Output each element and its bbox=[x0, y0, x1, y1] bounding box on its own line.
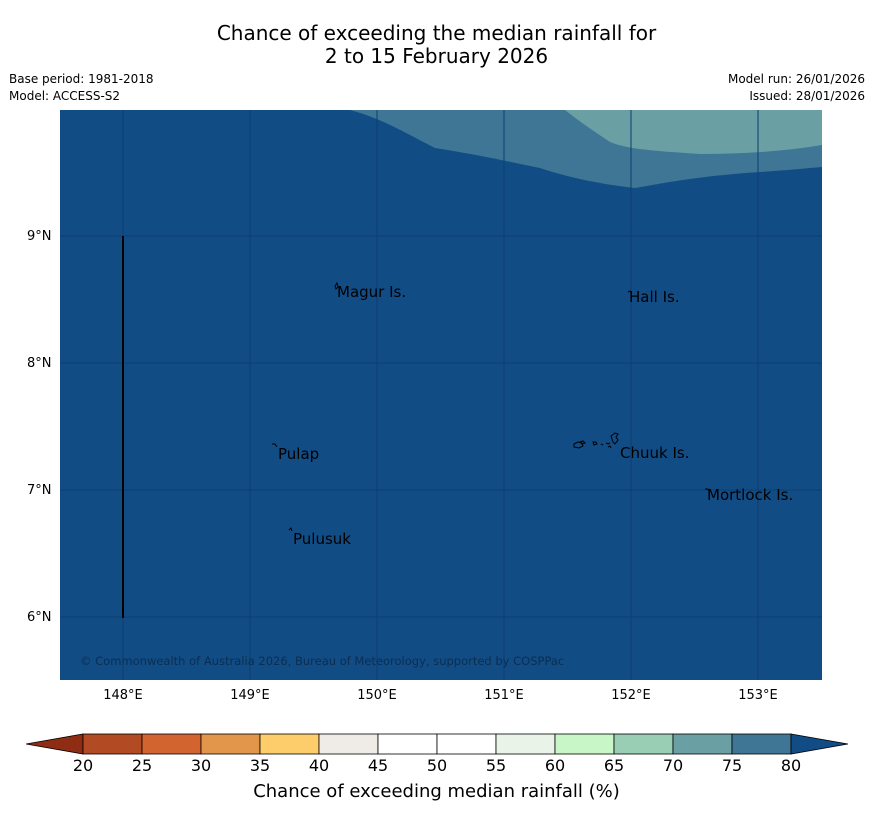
map-canvas bbox=[60, 110, 822, 680]
colorbar-segment-40-45 bbox=[318, 733, 379, 755]
label-pulap: Pulap bbox=[278, 445, 320, 463]
lat-label-9n: 9°N bbox=[27, 229, 52, 244]
colorbar-tick-70: 70 bbox=[662, 756, 684, 775]
label-magur-island: Magur Is. bbox=[337, 283, 407, 301]
title-line-2: 2 to 15 February 2026 bbox=[324, 44, 549, 68]
copyright-notice: © Commonwealth of Australia 2026, Bureau… bbox=[80, 654, 565, 668]
pulap-island bbox=[272, 443, 278, 448]
lat-label-6n: 6°N bbox=[27, 610, 52, 625]
colorbar-tick-35: 35 bbox=[249, 756, 271, 775]
label-mortlock-island: Mortlock Is. bbox=[707, 486, 794, 504]
colorbar-tick-25: 25 bbox=[131, 756, 153, 775]
colorbar-segment-25-30 bbox=[141, 733, 202, 755]
graticule bbox=[60, 110, 822, 680]
colorbar-tick-50: 50 bbox=[426, 756, 448, 775]
colorbar-tick-40: 40 bbox=[308, 756, 330, 775]
colorbar-tick-20: 20 bbox=[72, 756, 94, 775]
colorbar-segment-60-65 bbox=[554, 733, 615, 755]
meta-left: Base period: 1981-2018 Model: ACCESS-S2 bbox=[9, 71, 154, 105]
colorbar-tick-75: 75 bbox=[721, 756, 743, 775]
lat-label-7n: 7°N bbox=[27, 483, 52, 498]
lon-label-151e: 151°E bbox=[484, 688, 524, 703]
title-line-1: Chance of exceeding the median rainfall … bbox=[216, 21, 657, 45]
colorbar bbox=[26, 733, 849, 755]
colorbar-segment-65-70 bbox=[613, 733, 674, 755]
lon-label-148e: 148°E bbox=[103, 688, 143, 703]
forecast-map[interactable] bbox=[60, 110, 822, 680]
colorbar-tick-55: 55 bbox=[485, 756, 507, 775]
pulusuk-island bbox=[288, 527, 293, 532]
colorbar-tick-65: 65 bbox=[603, 756, 625, 775]
colorbar-segment-20-25 bbox=[82, 733, 143, 755]
colorbar-segment-30-35 bbox=[200, 733, 261, 755]
colorbar-segment-45-50 bbox=[377, 733, 438, 755]
colorbar-segment-55-60 bbox=[495, 733, 556, 755]
colorbar-segment-70-75 bbox=[672, 733, 733, 755]
islands bbox=[272, 281, 710, 532]
label-pulusuk: Pulusuk bbox=[293, 530, 351, 548]
hall-island bbox=[627, 290, 632, 294]
lat-label-8n: 8°N bbox=[27, 356, 52, 371]
colorbar-segment-35-40 bbox=[259, 733, 320, 755]
colorbar-segment-50-55 bbox=[436, 733, 497, 755]
colorbar-tick-30: 30 bbox=[190, 756, 212, 775]
model-name: Model: ACCESS-S2 bbox=[9, 89, 121, 103]
model-run: Model run: 26/01/2026 bbox=[727, 72, 865, 86]
colorbar-tick-45: 45 bbox=[367, 756, 389, 775]
colorbar-segment-75-80 bbox=[731, 733, 792, 755]
chart-title: Chance of exceeding the median rainfall … bbox=[0, 22, 873, 68]
colorbar-label: Chance of exceeding median rainfall (%) bbox=[253, 781, 620, 802]
colorbar-extend-high bbox=[790, 733, 849, 755]
colorbar-tick-60: 60 bbox=[544, 756, 566, 775]
colorbar-extend-low bbox=[26, 733, 84, 755]
label-chuuk-island: Chuuk Is. bbox=[620, 444, 690, 462]
base-period: Base period: 1981-2018 bbox=[9, 72, 154, 86]
lon-label-153e: 153°E bbox=[738, 688, 778, 703]
mortlock-island bbox=[705, 488, 710, 492]
lon-label-152e: 152°E bbox=[611, 688, 651, 703]
lon-label-149e: 149°E bbox=[230, 688, 270, 703]
label-hall-island: Hall Is. bbox=[629, 288, 680, 306]
meta-right: Model run: 26/01/2026 Issued: 28/01/2026 bbox=[728, 71, 865, 105]
chuuk-island-group bbox=[573, 432, 619, 449]
issued-date: Issued: 28/01/2026 bbox=[749, 89, 865, 103]
magur-island bbox=[334, 281, 339, 290]
colorbar-tick-80: 80 bbox=[780, 756, 802, 775]
lon-label-150e: 150°E bbox=[357, 688, 397, 703]
